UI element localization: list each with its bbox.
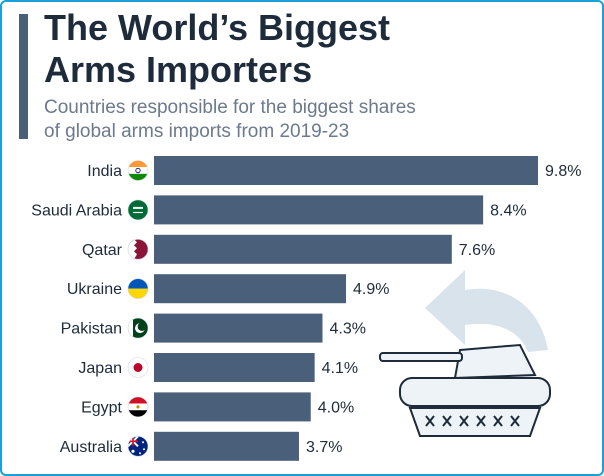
title-line-1: The World’s Biggest [44, 7, 391, 48]
title-line-2: Arms Importers [44, 49, 313, 90]
bar-pakistan [154, 313, 323, 343]
page-title: The World’s Biggest Arms Importers [44, 7, 564, 91]
qatar-flag-icon [128, 239, 148, 260]
value-label-japan: 4.1% [322, 360, 358, 377]
tank-illustration [379, 270, 551, 437]
bar-japan [154, 353, 315, 382]
value-label-india: 9.8% [545, 163, 581, 180]
bar-india [154, 156, 538, 185]
japan-flag-icon [128, 357, 148, 378]
value-label-saudi-arabia: 8.4% [490, 202, 526, 219]
country-label-australia: Australia [60, 439, 122, 456]
value-label-egypt: 4.0% [318, 399, 354, 416]
bar-egypt [154, 392, 311, 422]
country-label-ukraine: Ukraine [67, 281, 122, 298]
value-label-pakistan: 4.3% [329, 321, 365, 338]
country-label-japan: Japan [78, 360, 122, 377]
page-subtitle: Countries responsible for the biggest sh… [44, 96, 564, 144]
bar-australia [154, 431, 299, 461]
pakistan-flag-icon [128, 318, 148, 339]
country-label-qatar: Qatar [82, 242, 123, 259]
bar-saudi-arabia [154, 195, 484, 225]
bar-ukraine [154, 274, 346, 304]
country-label-egypt: Egypt [81, 399, 122, 416]
subtitle-line-2: of global arms imports from 2019-23 [44, 121, 350, 142]
country-label-pakistan: Pakistan [61, 321, 122, 338]
value-label-ukraine: 4.9% [353, 281, 389, 298]
value-label-qatar: 7.6% [459, 242, 495, 259]
ukraine-flag-icon [128, 278, 148, 299]
tank-icon [379, 343, 551, 437]
bar-qatar [154, 234, 452, 264]
value-label-australia: 3.7% [306, 439, 342, 456]
india-flag-icon [128, 160, 148, 181]
subtitle-line-1: Countries responsible for the biggest sh… [44, 97, 416, 118]
title-accent-bar [19, 14, 28, 139]
curved-arrow-icon [425, 270, 548, 352]
saudi-arabia-flag-icon [128, 199, 148, 220]
country-label-saudi-arabia: Saudi Arabia [31, 202, 122, 219]
country-label-india: India [87, 163, 122, 180]
egypt-flag-icon [128, 396, 148, 417]
